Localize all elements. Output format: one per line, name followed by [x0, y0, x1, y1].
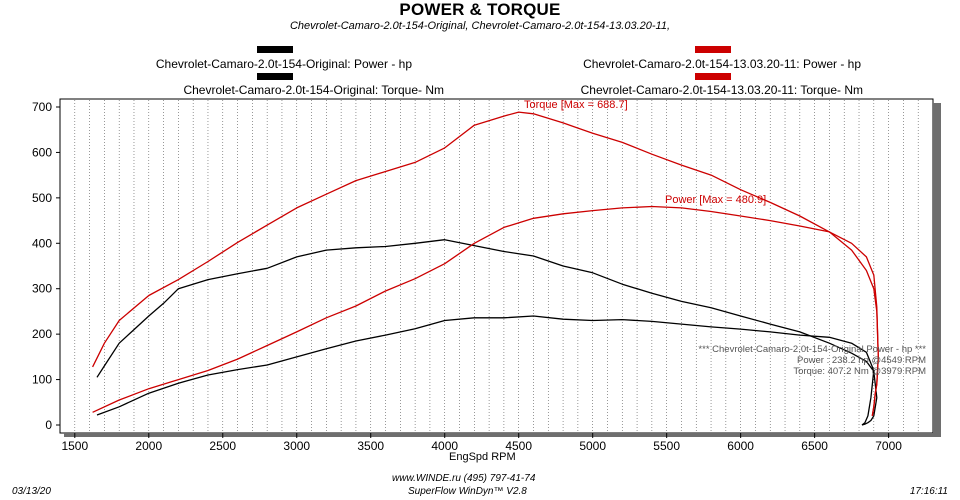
annotation-power-max: Power [Max = 480.9] [665, 194, 767, 206]
x-tick-label: 1500 [61, 439, 88, 453]
x-tick-label: 6000 [727, 439, 754, 453]
footer-software: SuperFlow WinDyn™ V2.8 [408, 486, 527, 497]
plot-shadow-right [933, 103, 941, 437]
y-tick-label: 300 [32, 282, 52, 296]
series-line-0 [96, 239, 878, 426]
x-axis: 1500 2000 2500 3000 3500 4000 4500 5000 5500 6000… [61, 433, 902, 453]
legend-swatch-tuned-power [695, 46, 731, 53]
annotation-torque-max: Torque [Max = 688.7] [524, 99, 628, 111]
y-tick-label: 400 [32, 236, 52, 250]
x-tick-label: 3500 [357, 439, 384, 453]
x-tick-label: 6500 [801, 439, 828, 453]
x-axis-label: EngSpd RPM [449, 451, 516, 463]
legend-swatch-original-power [257, 46, 293, 53]
legend-label-original-torque: Chevrolet-Camaro-2.0t-154-Original: Torq… [183, 83, 444, 97]
y-tick-label: 200 [32, 327, 52, 341]
y-tick-label: 700 [32, 100, 52, 114]
y-tick-label: 0 [45, 418, 52, 432]
x-tick-label: 5500 [653, 439, 680, 453]
legend-label-original-power: Chevrolet-Camaro-2.0t-154-Original: Powe… [155, 57, 412, 71]
footer-time: 17:16:11 [909, 486, 948, 497]
plot-shadow-bottom [64, 433, 941, 437]
y-tick-label: 600 [32, 145, 52, 159]
legend-label-tuned-power: Chevrolet-Camaro-2.0t-154-13.03.20-11: P… [583, 57, 861, 71]
series-line-2 [92, 111, 879, 417]
chart-title: POWER & TORQUE [399, 0, 561, 19]
series-lines [92, 111, 879, 426]
series-line-1 [96, 315, 875, 426]
info-box-line2: Power : 238.2 hp @4549 RPM [797, 355, 926, 366]
x-tick-label: 3000 [283, 439, 310, 453]
legend-swatch-tuned-torque [695, 73, 731, 80]
x-tick-label: 4500 [505, 439, 532, 453]
x-tick-label: 5000 [579, 439, 606, 453]
info-box-line1: *** Chevrolet-Camaro-2.0t-154-Original P… [698, 344, 926, 355]
y-tick-label: 100 [32, 373, 52, 387]
plot-area-frame [59, 98, 934, 434]
legend-swatch-original-torque [257, 73, 293, 80]
y-tick-label: 500 [32, 191, 52, 205]
x-tick-label: 2500 [209, 439, 236, 453]
grid-lines [74, 100, 919, 432]
info-box-line3: Torque: 407.2 Nm @3979 RPM [793, 366, 926, 377]
footer-date: 03/13/20 [12, 486, 51, 497]
chart-subtitle: Chevrolet-Camaro-2.0t-154-Original, Chev… [289, 20, 671, 32]
x-tick-label: 4000 [431, 439, 458, 453]
y-axis: 0 100 200 300 400 500 600 700 [32, 100, 60, 432]
series-line-3 [92, 205, 879, 417]
x-tick-label: 7000 [875, 439, 902, 453]
footer-website-phone: www.WINDE.ru (495) 797-41-74 [392, 473, 536, 484]
legend-label-tuned-torque: Chevrolet-Camaro-2.0t-154-13.03.20-11: T… [580, 83, 863, 97]
x-tick-label: 2000 [135, 439, 162, 453]
